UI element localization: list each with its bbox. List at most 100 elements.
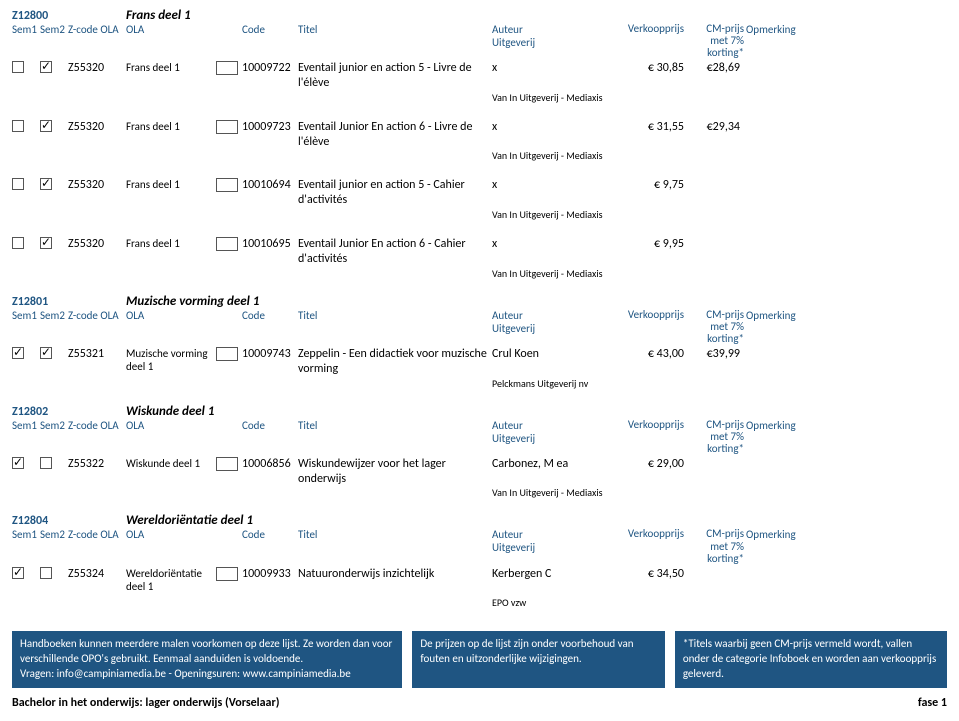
zcode: Z55320 <box>68 61 126 75</box>
item-title: Zeppelin - Een didactiek voor muzische v… <box>298 347 492 377</box>
item-code: 10010695 <box>242 237 298 251</box>
hdr-ola: OLA <box>126 23 216 59</box>
hdr-opm: Opmerking <box>746 419 816 455</box>
auteur-uitgeverij: xVan In Uitgeverij - Mediaxis <box>492 61 620 104</box>
hdr-auteur-uitg: AuteurUitgeverij <box>492 309 620 345</box>
hdr-cmprijs: CM-prijsmet 7%korting* <box>690 23 746 59</box>
table-row: Z55320Frans deel 110010695Eventail Junio… <box>12 235 947 280</box>
auteur-uitgeverij: Kerbergen CEPO vzw <box>492 567 620 610</box>
item-title: Eventail Junior En action 6 - Livre de l… <box>298 120 492 150</box>
hdr-zcode: Z-code OLA <box>68 23 126 59</box>
hdr-auteur-uitg: AuteurUitgeverij <box>492 23 620 59</box>
sem1-checkbox[interactable] <box>12 347 40 363</box>
sem1-checkbox[interactable] <box>12 567 40 583</box>
ola: Frans deel 1 <box>126 178 216 191</box>
table-row: Z55322Wiskunde deel 1 10006856Wiskundewij… <box>12 455 947 500</box>
ola: Wiskunde deel 1 <box>126 457 216 470</box>
qty-box[interactable] <box>216 347 242 365</box>
auteur-uitgeverij: Crul KoenPelckmans Uitgeverij nv <box>492 347 620 390</box>
verkoopprijs: € 43,00 <box>620 347 690 361</box>
qty-box[interactable] <box>216 61 242 79</box>
hdr-code: Code <box>242 309 298 345</box>
item-code: 10009722 <box>242 61 298 75</box>
sem1-checkbox[interactable] <box>12 457 40 473</box>
hdr-cmprijs: CM-prijsmet 7%korting* <box>690 528 746 564</box>
hdr-sem1: Sem1 <box>12 528 40 564</box>
item-code: 10009723 <box>242 120 298 134</box>
hdr-cmprijs: CM-prijsmet 7%korting* <box>690 309 746 345</box>
hdr-sem2: Sem2 <box>40 23 68 59</box>
verkoopprijs: € 30,85 <box>620 61 690 75</box>
sem2-checkbox[interactable] <box>40 120 68 136</box>
zcode: Z55324 <box>68 567 126 581</box>
qty-box[interactable] <box>216 237 242 255</box>
sem1-checkbox[interactable] <box>12 237 40 253</box>
footer-box-1: Handboeken kunnen meerdere malen voorkom… <box>12 631 402 688</box>
zcode: Z55320 <box>68 120 126 134</box>
hdr-sem1: Sem1 <box>12 23 40 59</box>
sem1-checkbox[interactable] <box>12 61 40 77</box>
hdr-titel: Titel <box>298 309 492 345</box>
ola: Frans deel 1 <box>126 61 216 74</box>
sem2-checkbox[interactable] <box>40 61 68 77</box>
zcode: Z55322 <box>68 457 126 471</box>
sem2-checkbox[interactable] <box>40 347 68 363</box>
section-title: Wereldoriëntatie deel 1 <box>126 513 947 528</box>
cm-prijs: €29,34 <box>690 120 746 134</box>
sem2-checkbox[interactable] <box>40 457 68 473</box>
auteur-uitgeverij: xVan In Uitgeverij - Mediaxis <box>492 120 620 163</box>
column-headers: Sem1Sem2Z-code OLAOLA CodeTitelAuteurUitg… <box>12 23 947 59</box>
table-row: Z55321Muzische vorming deel 1 10009743Zep… <box>12 345 947 390</box>
hdr-titel: Titel <box>298 23 492 59</box>
section-header: Z12802Wiskunde deel 1 <box>12 404 947 419</box>
qty-box[interactable] <box>216 567 242 585</box>
hdr-opm: Opmerking <box>746 528 816 564</box>
hdr-zcode: Z-code OLA <box>68 419 126 455</box>
section-header: Z12801Muzische vorming deel 1 <box>12 294 947 309</box>
sem2-checkbox[interactable] <box>40 567 68 583</box>
sem1-checkbox[interactable] <box>12 178 40 194</box>
sem2-checkbox[interactable] <box>40 178 68 194</box>
item-title: Eventail junior en action 5 - Livre de l… <box>298 61 492 91</box>
column-headers: Sem1Sem2Z-code OLAOLACodeTitelAuteurUitg… <box>12 528 947 564</box>
hdr-ola: OLA <box>126 309 216 345</box>
sem1-checkbox[interactable] <box>12 120 40 136</box>
item-title: Wiskundewijzer voor het lager onderwijs <box>298 457 492 487</box>
qty-box[interactable] <box>216 120 242 138</box>
sem2-checkbox[interactable] <box>40 237 68 253</box>
qty-box[interactable] <box>216 457 242 475</box>
hdr-verkoop: Verkoopprijs <box>620 23 690 59</box>
verkoopprijs: € 34,50 <box>620 567 690 581</box>
auteur-uitgeverij: Carbonez, M eaVan In Uitgeverij - Mediax… <box>492 457 620 500</box>
hdr-code: Code <box>242 419 298 455</box>
footer-right: fase 1 <box>918 696 947 710</box>
ola: Muzische vorming deel 1 <box>126 347 216 373</box>
ola: Wereldoriëntatie deel 1 <box>126 567 216 593</box>
table-row: Z55324Wereldoriëntatie deel 110009933Nat… <box>12 565 947 610</box>
zcode: Z55321 <box>68 347 126 361</box>
item-title: Natuuronderwijs inzichtelijk <box>298 567 492 582</box>
section-header: Z12800Frans deel 1 <box>12 8 947 23</box>
section-code: Z12804 <box>12 514 68 528</box>
footer-boxes: Handboeken kunnen meerdere malen voorkom… <box>12 631 947 688</box>
auteur-uitgeverij: xVan In Uitgeverij - Mediaxis <box>492 237 620 280</box>
footer-box-2: De prijzen op de lijst zijn onder voorbe… <box>412 631 664 688</box>
item-code: 10009743 <box>242 347 298 361</box>
column-headers: Sem1Sem2Z-code OLAOLACodeTitelAuteurUitg… <box>12 419 947 455</box>
section-code: Z12802 <box>12 405 68 419</box>
cm-prijs: €39,99 <box>690 347 746 361</box>
zcode: Z55320 <box>68 178 126 192</box>
section-header: Z12804 Wereldoriëntatie deel 1 <box>12 513 947 528</box>
hdr-titel: Titel <box>298 419 492 455</box>
hdr-auteur-uitg: AuteurUitgeverij <box>492 528 620 564</box>
qty-box[interactable] <box>216 178 242 196</box>
hdr-auteur-uitg: AuteurUitgeverij <box>492 419 620 455</box>
verkoopprijs: € 9,75 <box>620 178 690 192</box>
zcode: Z55320 <box>68 237 126 251</box>
item-code: 10006856 <box>242 457 298 471</box>
hdr-ola: OLA <box>126 528 216 564</box>
section-title: Frans deel 1 <box>126 8 947 23</box>
hdr-code: Code <box>242 23 298 59</box>
hdr-ola: OLA <box>126 419 216 455</box>
item-code: 10010694 <box>242 178 298 192</box>
